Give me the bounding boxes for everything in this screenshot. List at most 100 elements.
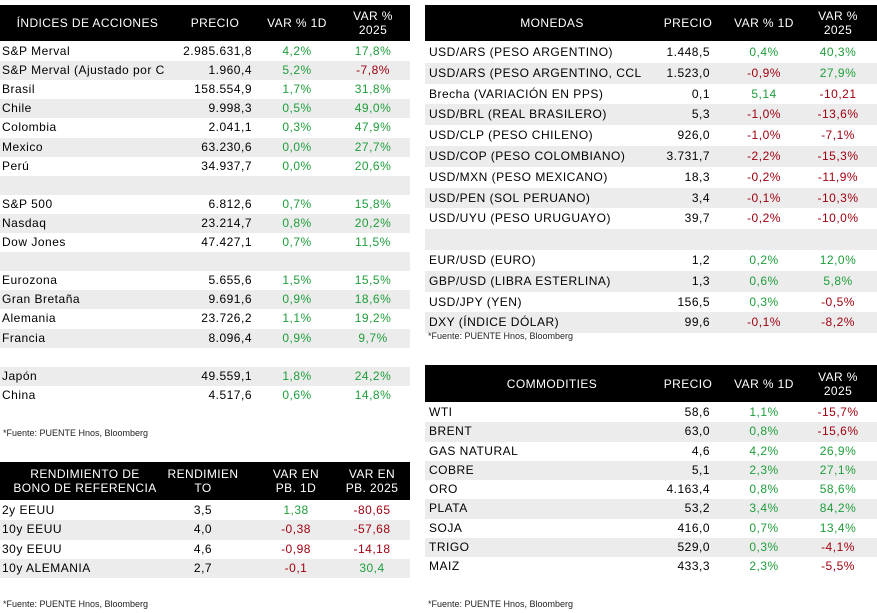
row-label: Mexico [2, 139, 44, 154]
table-row [425, 518, 877, 538]
column-header: VAR EN PB. 2025 [345, 467, 399, 495]
cell-value: 0,8% [749, 424, 779, 439]
table-row [0, 61, 410, 81]
row-label: 2y EEUU [2, 503, 55, 517]
cell-value: 0,0% [282, 158, 312, 173]
table-row [425, 208, 877, 230]
row-label: USD/UYU (PESO URUGUAYO) [429, 211, 611, 226]
table-row [0, 366, 410, 386]
row-label: GAS NATURAL [429, 443, 519, 458]
table-header [0, 5, 410, 41]
table-row [425, 291, 877, 313]
table-row [425, 460, 877, 480]
row-label: S&P Merval (Ajustado por C [2, 63, 165, 78]
row-label: S&P Merval [2, 44, 71, 58]
cell-value: 158.554,9 [194, 82, 252, 97]
cell-value: -5,5% [821, 559, 855, 573]
cell-value: -11,9% [817, 169, 859, 184]
table-row [0, 80, 410, 100]
cell-value: 58,6 [684, 405, 710, 419]
cell-value: 20,6% [354, 158, 392, 173]
row-label: 10y EEUU [2, 522, 63, 537]
cell-value: 0,8% [282, 215, 312, 230]
table-row [425, 403, 877, 423]
cell-value: -0,2% [747, 211, 781, 226]
cell-value: 4,2% [282, 44, 312, 58]
table-row [0, 309, 410, 329]
cell-value: -0,98 [281, 541, 311, 556]
cell-value: 13,4% [819, 520, 857, 535]
cell-value: -1,0% [747, 107, 781, 122]
cell-value: 0,7% [282, 235, 312, 249]
column-header: VAR % 1D [734, 16, 794, 30]
cell-value: 14,8% [354, 387, 392, 402]
cell-value: 0,7% [749, 520, 779, 535]
table-row [0, 520, 410, 540]
cell-value: 2,7 [193, 560, 213, 575]
table-row [0, 233, 410, 253]
row-label: TRIGO [429, 539, 470, 554]
cell-value: 20,2% [354, 215, 392, 230]
table-row [425, 146, 877, 167]
cell-value: 58,6% [819, 482, 857, 496]
cell-value: 0,3% [749, 539, 779, 554]
row-label: PLATA [429, 501, 468, 516]
cell-value: 0,3% [282, 120, 312, 135]
cell-value: 9,7% [358, 330, 388, 345]
cell-value: 27,9% [819, 65, 857, 80]
row-label: DXY (ÍNDICE DÓLAR) [429, 315, 560, 330]
cell-value: 0,1 [691, 86, 710, 101]
row-label: USD/JPY (YEN) [429, 294, 522, 309]
cell-value: 0,6% [282, 387, 312, 402]
cell-value: 8.096,4 [208, 330, 252, 345]
row-label: USD/CLP (PESO CHILENO) [429, 128, 594, 143]
row-label: Eurozona [2, 273, 58, 288]
table-row [425, 83, 877, 105]
row-label: COBRE [429, 462, 475, 477]
cell-value: -80,65 [353, 503, 391, 517]
column-header: PRECIO [190, 16, 240, 30]
column-header: VAR % 2025 [818, 9, 858, 37]
cell-value: 49.559,1 [201, 368, 252, 383]
cell-value: 1,1% [749, 405, 779, 419]
cell-value: -57,68 [353, 522, 391, 537]
cell-value: 0,4% [749, 45, 779, 59]
footnote: *Fuente: PUENTE Hnos, Bloomberg [428, 331, 574, 341]
cell-value: 0,7% [282, 196, 312, 211]
cell-value: 529,0 [677, 539, 710, 554]
cell-value: -0,1% [747, 190, 781, 205]
cell-value: 5,8% [823, 273, 853, 288]
table-row [425, 499, 877, 519]
cell-value: 6.812,6 [208, 196, 252, 211]
column-header: PRECIO [663, 376, 713, 391]
cell-value: 1.523,0 [666, 65, 710, 80]
cell-value: 26,9% [819, 443, 857, 458]
cell-value: 416,0 [677, 520, 710, 535]
cell-value: 27,7% [354, 139, 392, 154]
table-row [0, 156, 410, 176]
row-label: Japón [2, 368, 38, 383]
cell-value: 12,0% [819, 253, 857, 267]
column-header: RENDIMIEN TO [167, 467, 239, 495]
table-row [425, 270, 877, 292]
cell-value: 1,7% [282, 82, 312, 97]
row-label: Alemania [2, 311, 57, 326]
row-label: Francia [2, 330, 46, 345]
cell-value: -10,3% [817, 190, 859, 205]
table-row [425, 537, 877, 557]
cell-value: 23.726,2 [201, 311, 252, 326]
cell-value: -0,38 [281, 522, 311, 537]
footnote: *Fuente: PUENTE Hnos, Bloomberg [3, 428, 149, 438]
row-label: USD/PEN (SOL PERUANO) [429, 190, 591, 205]
cell-value: -15,6% [817, 424, 859, 439]
cell-value: -1,0% [747, 128, 781, 143]
cell-value: 47.427,1 [201, 235, 252, 249]
table-row [0, 194, 410, 214]
cell-value: 0,8% [749, 482, 779, 496]
cell-value: 5,3 [691, 107, 710, 122]
cell-value: 2,3% [749, 462, 779, 477]
spacer-row [425, 229, 877, 250]
cell-value: 433,3 [677, 559, 710, 573]
cell-value: 5,1 [691, 462, 710, 477]
table-row [425, 441, 877, 461]
